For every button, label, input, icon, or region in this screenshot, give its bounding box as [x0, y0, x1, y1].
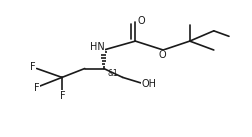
Text: &1: &1: [108, 69, 118, 79]
Text: HN: HN: [90, 42, 104, 52]
Text: OH: OH: [141, 79, 156, 89]
Text: O: O: [137, 16, 145, 26]
Text: F: F: [34, 83, 39, 93]
Text: O: O: [158, 51, 165, 60]
Text: F: F: [60, 91, 66, 101]
Text: F: F: [30, 62, 36, 72]
